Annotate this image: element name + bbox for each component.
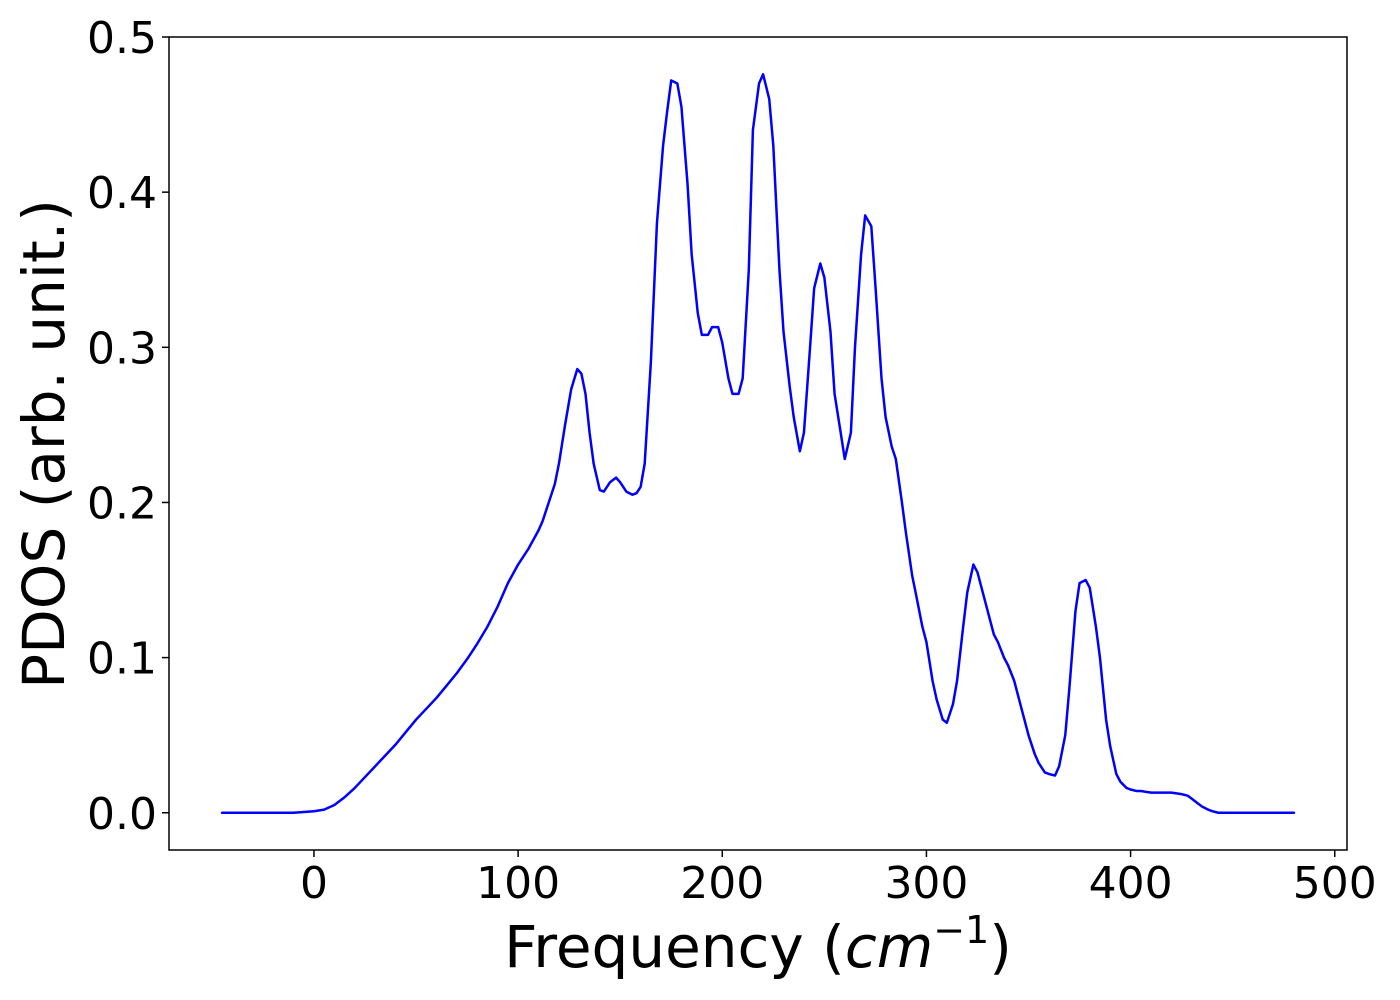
x-axis-label-text: Frequency ( [504,913,845,981]
y-axis-ticks: 0.0 0.1 0.2 0.3 0.4 0.5 [87,13,169,840]
y-axis-label: PDOS (arb. unit.) [10,199,78,689]
y-tick-label: 0.2 [87,478,157,529]
x-tick-label: 500 [1293,858,1377,909]
plot-frame [168,36,1348,851]
y-tick-label: 0.4 [87,168,157,219]
x-tick-label: 100 [476,858,560,909]
x-tick-label: 400 [1089,858,1173,909]
y-tick-label: 0.1 [87,634,157,685]
y-tick-label: 0.5 [87,13,157,64]
series-line [220,72,1296,815]
x-tick-label: 0 [300,858,328,909]
x-axis-label-exponent: −1 [933,908,989,952]
x-axis-label-close: ) [989,913,1012,981]
x-axis-label: Frequency (cm−1) [504,908,1012,981]
x-tick-label: 300 [884,858,968,909]
x-axis-label-unit: cm [845,913,933,981]
y-tick-label: 0.3 [87,323,157,374]
x-tick-label: 200 [680,858,764,909]
y-tick-label: 0.0 [87,789,157,840]
plot-area [168,36,1348,851]
x-axis-ticks: 0 100 200 300 400 500 [300,850,1377,909]
